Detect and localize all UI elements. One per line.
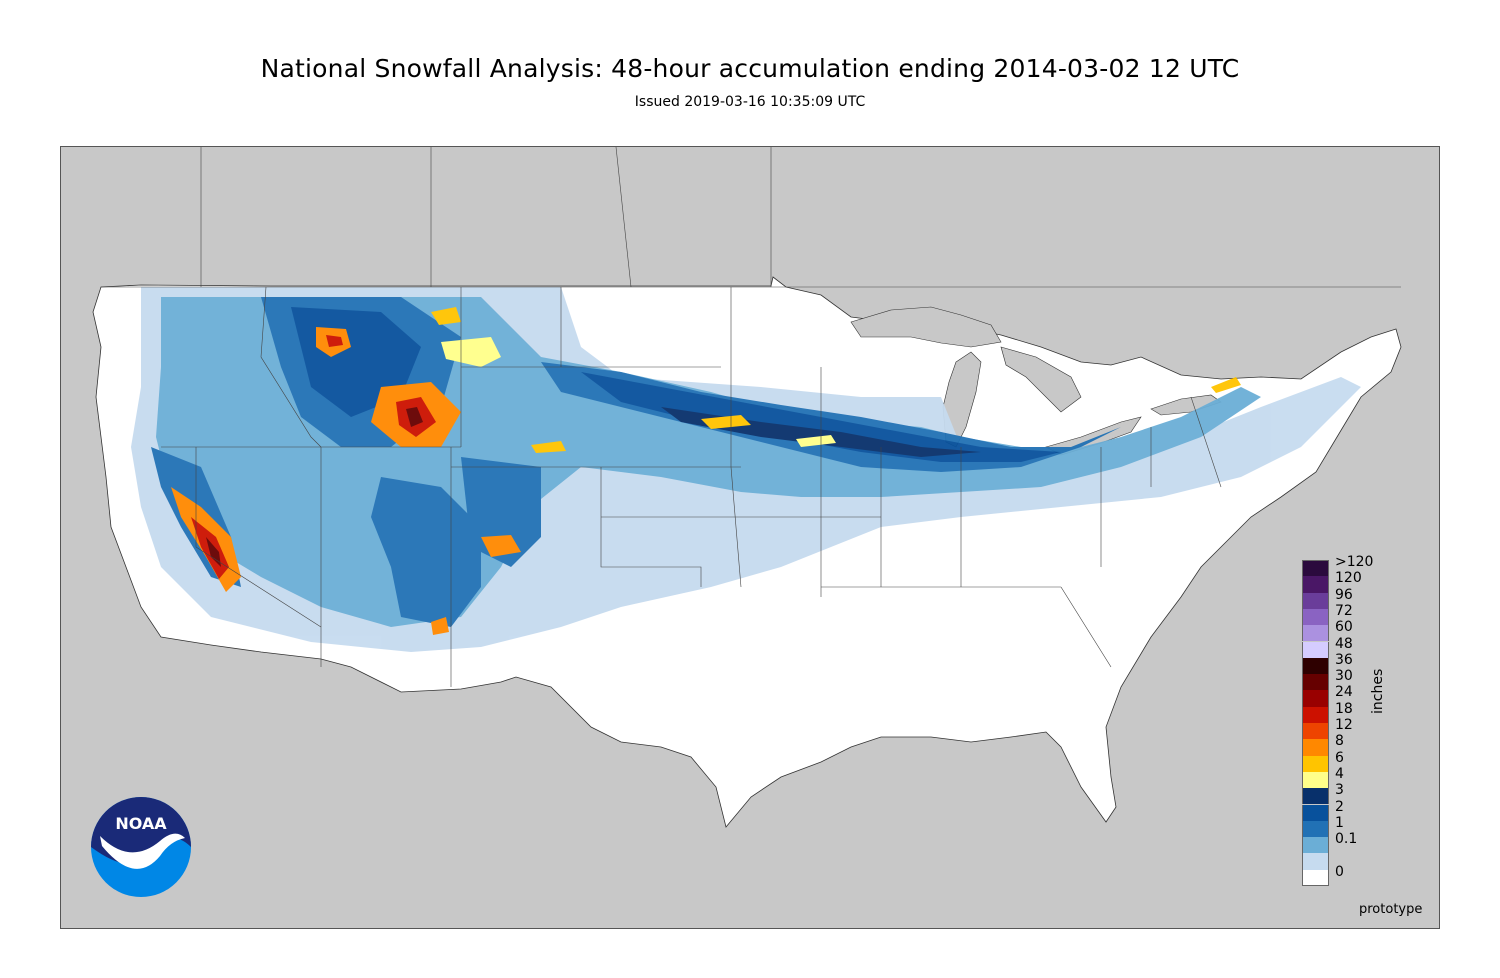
- legend-label: 3: [1335, 782, 1344, 799]
- snowfall-shading: [131, 287, 1361, 652]
- legend-label: >120: [1335, 554, 1374, 570]
- legend-swatch: [1302, 608, 1329, 626]
- noaa-text: NOAA: [115, 814, 167, 833]
- legend-label: 0: [1335, 863, 1344, 880]
- legend-unit-label: inches: [1370, 668, 1386, 714]
- legend-swatch: [1302, 739, 1329, 756]
- legend-swatch: [1302, 576, 1329, 593]
- legend-swatch: [1302, 657, 1329, 675]
- issued-timestamp: Issued 2019-03-16 10:35:09 UTC: [634, 94, 866, 110]
- legend-swatch: [1302, 820, 1329, 838]
- legend-label: 72: [1335, 602, 1353, 619]
- legend-swatch: [1302, 837, 1329, 854]
- legend-swatch: [1302, 723, 1329, 740]
- legend-swatch: [1302, 804, 1329, 821]
- legend-swatch: [1302, 771, 1329, 789]
- legend-label: 2: [1335, 798, 1344, 815]
- prototype-label: prototype: [1359, 902, 1423, 917]
- map-canvas: [92, 147, 1402, 828]
- legend-swatch: [1302, 592, 1329, 609]
- legend-label: 36: [1335, 651, 1353, 668]
- legend-label: 48: [1335, 635, 1353, 652]
- legend-swatch: [1302, 755, 1329, 772]
- legend-swatch: [1302, 869, 1329, 886]
- legend-swatch: [1302, 674, 1329, 691]
- legend-label: 30: [1335, 668, 1353, 685]
- legend-label: 18: [1335, 700, 1353, 717]
- legend-label: 8: [1335, 733, 1344, 750]
- legend-label: 1: [1335, 814, 1344, 831]
- legend-label: 96: [1335, 586, 1353, 603]
- legend-swatch: [1302, 560, 1329, 577]
- legend-label: 4: [1335, 765, 1344, 782]
- noaa-emblem-icon: NOAA: [91, 797, 191, 897]
- legend-label: 120: [1335, 570, 1362, 587]
- map-title: National Snowfall Analysis: 48-hour accu…: [260, 54, 1240, 83]
- legend-swatch: [1302, 788, 1329, 805]
- boundaries: [101, 147, 1401, 687]
- legend-swatch: [1302, 641, 1329, 658]
- noaa-logo: NOAA: [90, 796, 192, 898]
- legend-swatch: [1302, 853, 1329, 870]
- snowfall-map: [60, 146, 1440, 929]
- legend-label: 24: [1335, 684, 1353, 701]
- legend-label: 0.1: [1335, 831, 1358, 848]
- legend-label: 60: [1335, 619, 1353, 636]
- lake-huron: [1000, 346, 1082, 413]
- legend-swatch: [1302, 706, 1329, 723]
- legend-swatch: [1302, 625, 1329, 642]
- legend-swatch: [1302, 690, 1329, 707]
- lake-superior: [850, 306, 1002, 348]
- legend-label: 6: [1335, 749, 1344, 766]
- legend-label: 12: [1335, 717, 1353, 733]
